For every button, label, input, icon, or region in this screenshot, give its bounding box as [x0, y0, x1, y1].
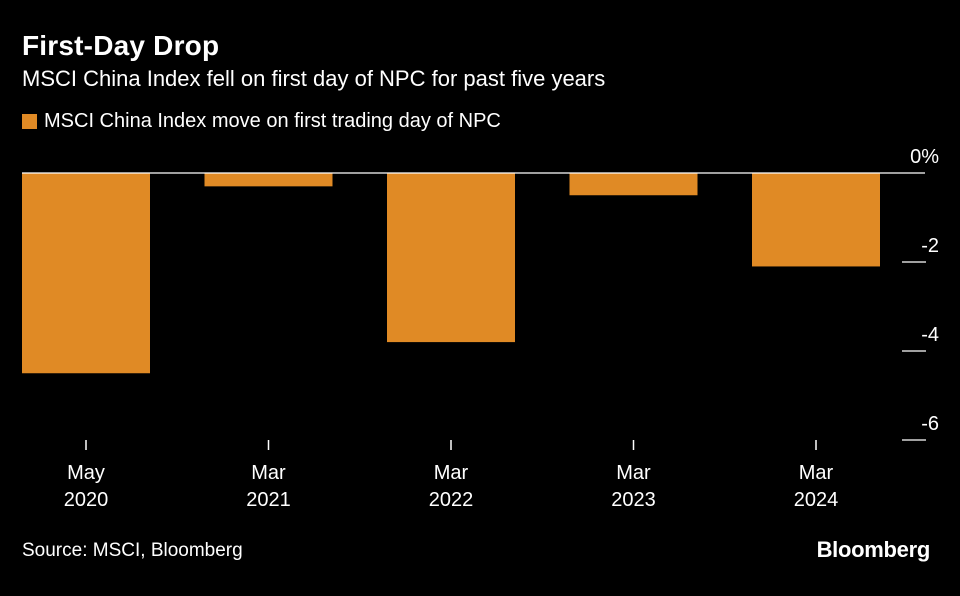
chart-subtitle: MSCI China Index fell on first day of NP…	[22, 66, 606, 91]
x-tick-label-month-2: Mar	[434, 462, 469, 484]
x-tick-label-month-4: Mar	[799, 462, 834, 484]
source-note: Source: MSCI, Bloomberg	[22, 540, 243, 561]
legend-swatch	[22, 114, 37, 129]
x-tick-label-year-3: 2023	[611, 489, 656, 511]
legend-label: MSCI China Index move on first trading d…	[44, 110, 501, 132]
bar-1	[204, 173, 333, 187]
legend: MSCI China Index move on first trading d…	[22, 110, 501, 133]
y-tick-label-3: -6	[921, 413, 939, 435]
bloomberg-logo: Bloomberg	[816, 537, 931, 562]
bar-2	[387, 173, 515, 343]
bar-3	[569, 173, 698, 196]
bar-0	[22, 173, 150, 374]
chart-title: First-Day Drop	[22, 30, 220, 61]
bar-4	[752, 173, 880, 267]
y-tick-label-2: -4	[921, 324, 939, 346]
y-tick-label-1: -2	[921, 235, 939, 257]
x-tick-label-year-4: 2024	[794, 489, 839, 511]
x-tick-label-month-3: Mar	[616, 462, 651, 484]
x-tick-label-year-0: 2020	[64, 489, 109, 511]
x-tick-label-year-1: 2021	[246, 489, 291, 511]
y-tick-label-0: 0%	[910, 146, 939, 168]
x-tick-label-month-1: Mar	[251, 462, 286, 484]
x-tick-label-year-2: 2022	[429, 489, 474, 511]
x-tick-label-month-0: May	[67, 462, 105, 484]
